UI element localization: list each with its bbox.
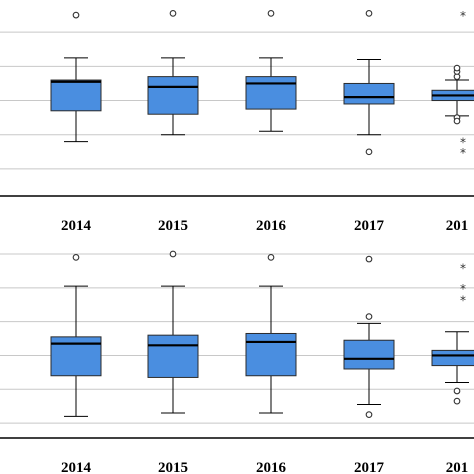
extreme-outlier-point: * [460, 9, 466, 23]
box-iqr [431, 349, 474, 367]
box-iqr [147, 76, 199, 115]
outlier-point [453, 387, 461, 395]
extreme-outlier-point: * [460, 262, 466, 276]
extreme-outlier-point: * [460, 294, 466, 308]
box-iqr [50, 79, 102, 112]
x-tick-label: 201 [446, 460, 469, 474]
outlier-point [267, 10, 275, 17]
x-tick-label: 2015 [158, 460, 188, 474]
box-201: *** [431, 262, 474, 405]
box-2016 [245, 254, 297, 414]
extreme-outlier-point: * [460, 136, 466, 150]
outlier-point [72, 11, 80, 19]
x-tick-label: 2015 [158, 218, 188, 234]
x-tick-label: 2014 [61, 218, 92, 234]
outlier-point [453, 64, 461, 72]
outlier-point [169, 10, 177, 17]
box-2017 [343, 255, 395, 418]
box-iqr [245, 332, 297, 377]
extreme-outlier-point: * [460, 146, 466, 160]
x-tick-label: 201 [446, 218, 469, 234]
outlier-point [453, 397, 461, 405]
outlier-point [365, 313, 373, 320]
outlier-point [169, 250, 177, 258]
box-2016 [245, 10, 297, 132]
box-iqr [343, 82, 395, 105]
outlier-point [365, 10, 373, 17]
box-iqr [245, 76, 297, 110]
box-iqr [343, 339, 395, 370]
outlier-point [365, 148, 373, 156]
extreme-outlier-point: * [460, 282, 466, 296]
box-2014 [50, 254, 102, 417]
x-tick-label: 2017 [354, 218, 385, 234]
outlier-point [365, 255, 373, 263]
outlier-point [365, 411, 373, 418]
box-iqr [147, 334, 199, 378]
box-2017 [343, 10, 395, 156]
outlier-point [267, 254, 275, 261]
chart-panel-1: **** 2014 2015 2016 2017 201 [0, 9, 474, 234]
chart-panel-2: ***2014 2015 2016 2017 201 [0, 250, 474, 474]
outlier-point [72, 254, 80, 261]
x-tick-label: 2016 [256, 218, 287, 234]
box-2014 [50, 11, 102, 143]
x-tick-label: 2016 [256, 460, 287, 474]
x-tick-label: 2017 [354, 460, 385, 474]
box-2015 [147, 250, 199, 414]
box-2015 [147, 10, 199, 136]
x-tick-label: 2014 [61, 460, 92, 474]
box-201: **** [431, 9, 474, 160]
outlier-point [453, 117, 461, 125]
